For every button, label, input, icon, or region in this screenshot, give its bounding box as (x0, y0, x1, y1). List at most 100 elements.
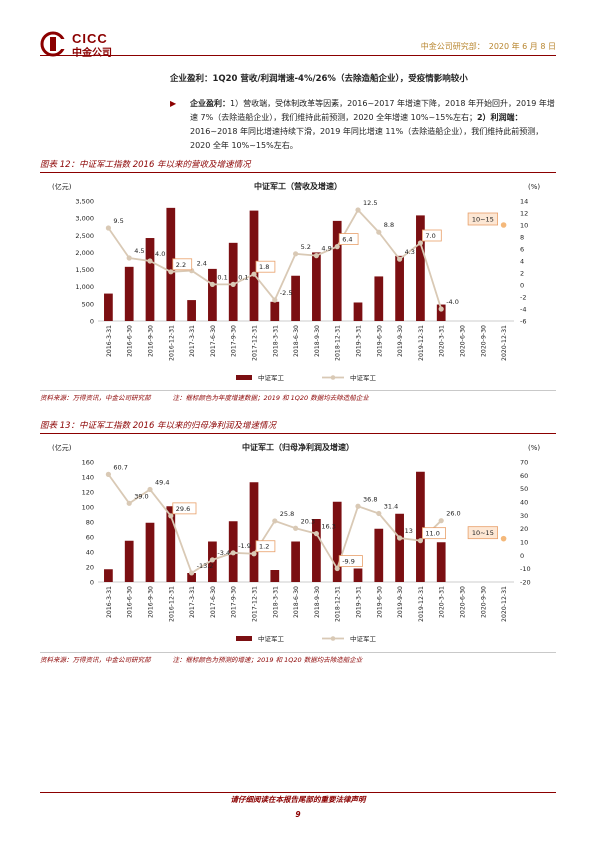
growth-point (397, 535, 403, 541)
right-tick-label: -20 (520, 579, 531, 587)
cicc-logo: CICC 中金公司 (40, 31, 170, 59)
x-tick-label: 2019-9-30 (397, 325, 404, 357)
x-tick-label: 2016-9-30 (148, 325, 155, 357)
growth-point (126, 500, 132, 506)
bar-mark (145, 522, 155, 582)
forecast-point (500, 535, 507, 542)
left-tick-label: 3,500 (75, 198, 94, 206)
x-tick-label: 2020-3-31 (439, 325, 446, 357)
bar-mark (187, 300, 196, 321)
data-label: 2.2 (176, 261, 186, 269)
growth-point (189, 570, 195, 576)
bullet-text-2: 2016~2018 年同比增速持续下滑，2019 年同比增速 11%（去除造船企… (190, 127, 544, 150)
right-tick-label: 60 (520, 472, 528, 480)
data-label: 49.4 (155, 478, 169, 486)
header-info: 中金公司研究部： 2020 年 6 月 8 日 (421, 41, 556, 52)
x-tick-label: 2017-9-30 (231, 325, 238, 357)
header-dept: 中金公司研究部： (420, 42, 485, 51)
growth-point (168, 269, 174, 275)
left-tick-label: 3,000 (75, 215, 94, 223)
x-tick-label: 2017-12-31 (252, 325, 259, 361)
x-tick-label: 2017-9-30 (231, 586, 238, 618)
data-label-box (338, 555, 363, 567)
bar-mark (249, 482, 259, 582)
bar-mark (291, 275, 300, 321)
growth-point (230, 550, 236, 556)
growth-point (397, 256, 403, 262)
x-tick-label: 2018-6-30 (293, 325, 300, 357)
forecast-point (500, 222, 507, 228)
growth-point (251, 551, 257, 557)
right-tick-label: 70 (520, 459, 528, 467)
left-tick-label: 100 (82, 504, 94, 512)
data-label: 12.5 (363, 199, 377, 207)
growth-point (355, 207, 361, 213)
data-label: 4.5 (134, 247, 144, 255)
right-tick-label: -4 (520, 306, 526, 314)
bullet-paragraph: ▶ 企业盈利：1）营收端，受体制改革等因素，2016~2017 年增速下降，20… (170, 97, 556, 153)
data-label: -4.0 (446, 298, 459, 306)
x-tick-label: 2016-3-31 (106, 325, 113, 357)
growth-point (293, 251, 299, 257)
left-tick-label: 0 (90, 318, 94, 326)
data-label-box (172, 502, 197, 515)
left-axis-unit: (亿元) (52, 182, 72, 191)
bar-mark (395, 513, 404, 582)
data-label: 1.8 (259, 263, 269, 271)
header-date: 2020 年 6 月 8 日 (488, 42, 556, 51)
data-label: 31.4 (384, 502, 398, 510)
logo-text-cn: 中金公司 (72, 48, 112, 59)
bullet-text-1: 1）营收端，受体制改革等因素，2016~2017 年增速下降，2018 年开始回… (190, 99, 555, 122)
data-label: 1.2 (259, 543, 269, 551)
bar-mark (166, 506, 176, 582)
x-tick-label: 2020-6-30 (460, 325, 467, 357)
right-tick-label: 12 (520, 210, 528, 218)
x-tick-label: 2020-3-31 (439, 586, 446, 618)
bar-mark (332, 220, 342, 321)
x-tick-label: 2017-6-30 (210, 586, 217, 618)
data-label: 26.0 (446, 510, 460, 518)
x-tick-label: 2016-6-30 (127, 325, 134, 357)
growth-point (293, 525, 299, 531)
bar-mark (145, 238, 155, 321)
bullet-bold-1: 企业盈利： (190, 99, 230, 108)
x-tick-label: 2018-9-30 (314, 325, 321, 357)
bar-mark (416, 471, 425, 582)
left-tick-label: 140 (82, 474, 94, 482)
data-label: 2.4 (197, 260, 207, 268)
left-tick-label: 80 (86, 519, 94, 527)
figure-12-chart: 中证军工（营收及增速） (亿元) (%) 0 500 1,000 1,500 2,000 2,5… (52, 181, 540, 382)
page-number: 9 (295, 810, 301, 819)
bar-mark (416, 215, 425, 321)
growth-point (209, 557, 215, 563)
growth-point (209, 281, 215, 287)
data-label: 29.6 (176, 505, 190, 513)
forecast-label: 10~15 (472, 529, 494, 537)
x-tick-label: 2017-3-31 (189, 325, 196, 357)
right-axis-unit: (%) (528, 183, 540, 191)
left-tick-label: 160 (82, 459, 94, 467)
growth-point (126, 255, 132, 261)
bar-mark (312, 519, 321, 582)
data-label: 20.3 (301, 517, 315, 525)
forecast-label-box (467, 526, 499, 540)
right-tick-label: 14 (520, 198, 528, 206)
legend-bar-label: 中证军工 (258, 634, 285, 643)
growth-point (272, 297, 278, 303)
x-tick-label: 2016-9-30 (148, 586, 155, 618)
figure-13-source: 资料来源：万得资讯，中金公司研究部 注：框标颜色为预测的增速；2019 和 1Q2… (40, 654, 362, 664)
right-tick-label: -6 (520, 318, 526, 326)
growth-point (105, 471, 111, 477)
data-label: 0.1 (217, 273, 227, 281)
bar-mark (291, 541, 300, 582)
header-divider (40, 55, 556, 56)
data-label-box (338, 233, 359, 245)
legend-bar-swatch (236, 636, 252, 641)
figure-13-title: 图表 13：中证军工指数 2016 年以来的归母净利润及增速情况 (40, 421, 277, 431)
left-tick-label: 2,500 (75, 232, 94, 240)
x-tick-label: 2018-12-31 (335, 586, 342, 622)
growth-point (438, 306, 444, 312)
data-label: -13.2 (197, 562, 214, 570)
bar-mark (104, 569, 113, 582)
x-tick-label: 2020-9-30 (480, 586, 487, 618)
